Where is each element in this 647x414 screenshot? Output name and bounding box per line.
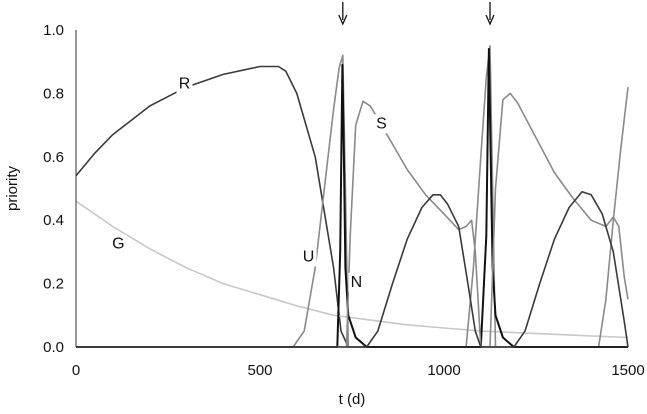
- series-labels: R G U N S: [110, 74, 390, 292]
- down-arrow-icon: [338, 14, 348, 26]
- series-label-background: [176, 74, 193, 94]
- x-tick-labels: 0 500 1000 1500: [72, 362, 645, 379]
- series-label-u: U: [303, 248, 315, 265]
- series-label-g: G: [112, 236, 124, 253]
- x-axis-title: t (d): [339, 391, 366, 408]
- y-axis-title: priority: [4, 166, 21, 212]
- down-arrow-icon: [485, 14, 495, 26]
- series-label-background: [373, 114, 390, 134]
- series-label-background: [348, 272, 365, 292]
- series-line-u: [76, 45, 629, 348]
- series-label-s: S: [376, 115, 387, 132]
- series-line-unlabeled-5: [76, 190, 629, 348]
- x-tick-label: 1500: [611, 362, 644, 379]
- series-line-s: [76, 92, 629, 348]
- series-line-g: [75, 200, 629, 339]
- series-label-background: [300, 247, 317, 267]
- series-label-r: R: [179, 76, 191, 93]
- y-tick-label: 0.0: [43, 339, 64, 356]
- y-tick-label: 1.0: [43, 22, 64, 39]
- series-layer: [75, 45, 629, 348]
- x-tick-label: 500: [247, 362, 272, 379]
- y-tick-labels: 0.0 0.2 0.4 0.6 0.8 1.0: [43, 22, 64, 356]
- x-tick-label: 1000: [427, 362, 460, 379]
- y-tick-label: 0.2: [43, 276, 64, 293]
- x-tick-label: 0: [72, 362, 80, 379]
- y-tick-label: 0.8: [43, 85, 64, 102]
- y-tick-label: 0.4: [43, 212, 64, 229]
- event-arrows: [338, 2, 495, 26]
- axes: [75, 30, 628, 348]
- series-label-background: [110, 234, 127, 254]
- series-label-n: N: [351, 274, 363, 291]
- y-tick-label: 0.6: [43, 149, 64, 166]
